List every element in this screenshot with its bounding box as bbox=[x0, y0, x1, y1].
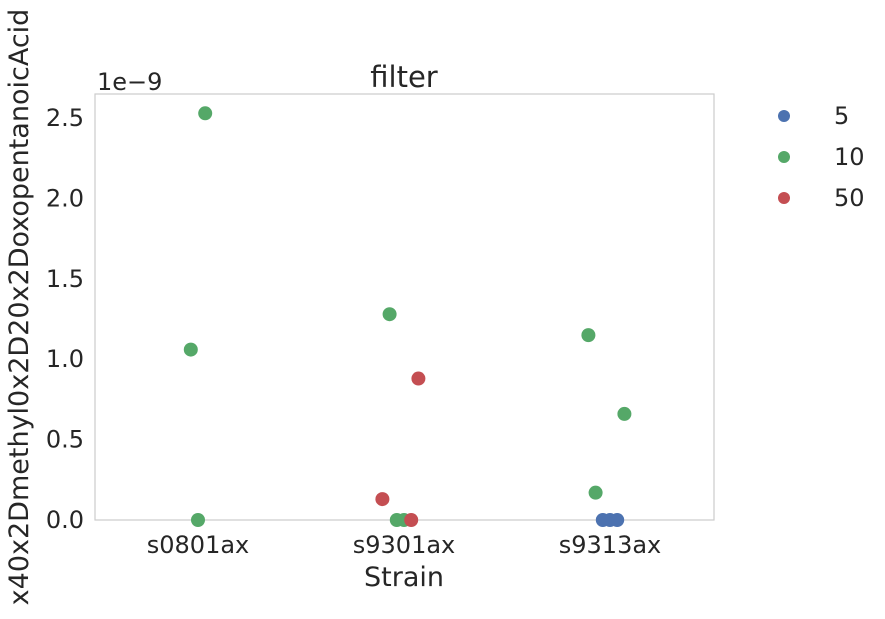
y-tick-label: 0.0 bbox=[46, 506, 84, 534]
legend-marker bbox=[778, 192, 790, 204]
data-point bbox=[183, 342, 198, 357]
y-axis-multiplier: 1e−9 bbox=[97, 68, 162, 96]
legend-marker bbox=[778, 151, 790, 163]
data-point bbox=[198, 106, 213, 121]
data-points bbox=[183, 106, 632, 527]
data-point bbox=[404, 513, 419, 527]
data-point bbox=[588, 485, 603, 500]
legend: 5 10 50 bbox=[778, 102, 865, 212]
y-tick-label: 1.5 bbox=[46, 265, 84, 293]
x-tick-label: s9313ax bbox=[559, 531, 662, 559]
data-point bbox=[617, 406, 632, 421]
y-axis-ticks: 0.0 0.5 1.0 1.5 2.0 2.5 bbox=[46, 104, 84, 534]
y-tick-label: 2.5 bbox=[46, 104, 84, 132]
x-axis-label: Strain bbox=[364, 562, 444, 593]
plot-area bbox=[94, 93, 715, 521]
legend-label: 10 bbox=[834, 143, 865, 171]
data-point bbox=[610, 513, 625, 527]
y-tick-label: 0.5 bbox=[46, 426, 84, 454]
data-point bbox=[375, 492, 390, 507]
y-tick-label: 1.0 bbox=[46, 345, 84, 373]
y-tick-label: 2.0 bbox=[46, 184, 84, 212]
data-point bbox=[191, 513, 205, 527]
x-tick-label: s0801ax bbox=[147, 531, 250, 559]
legend-label: 5 bbox=[834, 102, 849, 130]
data-point bbox=[581, 328, 596, 343]
legend-marker bbox=[778, 110, 790, 122]
data-point bbox=[411, 371, 426, 386]
y-axis-label: x40x2Dmethyl0x2D20x2DoxopentanoicAcid bbox=[4, 9, 35, 606]
x-tick-label: s9301ax bbox=[353, 531, 456, 559]
x-axis-ticks: s0801ax s9301ax s9313ax bbox=[147, 531, 662, 559]
legend-label: 50 bbox=[834, 184, 865, 212]
data-point bbox=[382, 307, 397, 322]
chart-title: filter bbox=[370, 60, 438, 94]
